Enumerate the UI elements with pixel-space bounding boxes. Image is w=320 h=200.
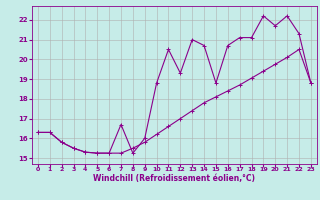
X-axis label: Windchill (Refroidissement éolien,°C): Windchill (Refroidissement éolien,°C) <box>93 174 255 183</box>
